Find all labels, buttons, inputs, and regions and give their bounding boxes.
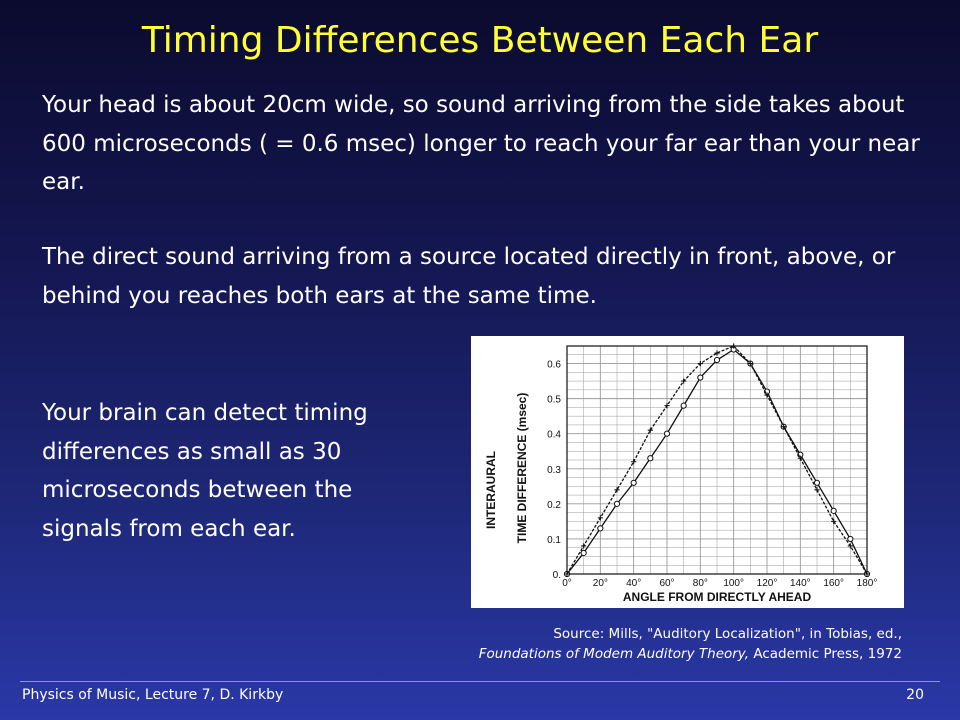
x-tick-label: 60°: [659, 578, 674, 589]
x-tick-label: 140°: [790, 578, 811, 589]
source-publisher: Academic Press, 1972: [749, 646, 902, 662]
source-line-1: Source: Mills, "Auditory Localization", …: [553, 626, 902, 642]
data-point-circle: [597, 525, 604, 532]
data-point-cross: [797, 455, 803, 461]
x-tick-label: 180°: [857, 578, 878, 589]
x-tick-label: 20°: [593, 578, 608, 589]
y-tick-label: 0.5: [547, 395, 561, 406]
data-point-circle: [847, 535, 854, 543]
y-axis-label-line1: INTERAURAL: [484, 451, 498, 529]
data-point-circle: [630, 479, 637, 486]
data-point-cross: [697, 360, 703, 367]
data-point-cross: [831, 518, 837, 524]
data-point-cross: [714, 350, 720, 356]
data-point-cross: [564, 571, 570, 577]
data-point-circle: [830, 507, 837, 514]
data-point-circle: [713, 356, 721, 364]
data-point-cross: [681, 378, 687, 384]
y-axis-label-line2: TIME DIFFERENCE (msec): [515, 393, 529, 544]
y-tick-label: 0.3: [547, 465, 561, 476]
data-point-cross: [597, 515, 603, 521]
data-point-circle: [697, 374, 704, 381]
data-point-circle: [663, 430, 671, 437]
x-tick-label: 80°: [693, 578, 708, 589]
data-point-cross: [814, 487, 820, 493]
data-point-circle: [813, 479, 821, 486]
paragraph-brain-detection: Your brain can detect timing differences…: [42, 400, 368, 542]
x-tick-label: 160°: [823, 578, 844, 589]
y-tick-label: 0.4: [547, 430, 561, 441]
data-point-cross: [764, 392, 770, 398]
data-point-cross: [631, 459, 637, 465]
data-point-cross: [847, 543, 853, 549]
x-tick-label: 120°: [757, 578, 778, 589]
footer-divider: [20, 681, 940, 682]
data-point-cross: [864, 571, 870, 577]
paragraph-direct-sound: The direct sound arriving from a source …: [42, 244, 896, 309]
x-tick-label: 100°: [723, 578, 744, 589]
footer-page-number: 20: [906, 687, 924, 703]
y-tick-label: 0.1: [547, 535, 561, 546]
y-tick-label: 0.: [553, 570, 561, 581]
data-point-cross: [747, 360, 753, 367]
source-book-title: Foundations of Modem Auditory Theory,: [478, 646, 750, 662]
x-axis-label: ANGLE FROM DIRECTLY AHEAD: [623, 590, 812, 604]
data-point-cross: [581, 543, 587, 549]
data-point-cross: [664, 403, 670, 409]
plot-frame: [566, 345, 868, 575]
x-tick-label: 0°: [562, 578, 572, 589]
y-tick-label: 0.2: [547, 500, 561, 511]
data-point-circle: [580, 549, 587, 557]
source-citation: Source: Mills, "Auditory Localization", …: [479, 624, 902, 664]
itd-chart: 0. 0.1 0.2 0.3 0.4 0.5 0.6 0° 20° 40° 60° 80° 100° 12…: [471, 336, 904, 608]
data-point-circle: [613, 500, 621, 507]
data-point-cross: [647, 427, 653, 433]
itd-chart-svg: 0. 0.1 0.2 0.3 0.4 0.5 0.6 0° 20° 40° 60° 80° 100° 12…: [484, 343, 878, 604]
data-point-cross: [731, 343, 737, 349]
y-tick-label: 0.6: [547, 360, 561, 371]
footer-course: Physics of Music, Lecture 7, D. Kirkby: [22, 687, 284, 703]
slide-title: Timing Differences Between Each Ear: [141, 20, 819, 61]
paragraph-head-width: Your head is about 20cm wide, so sound a…: [42, 92, 920, 195]
source-line-2: Foundations of Modem Auditory Theory, Ac…: [479, 644, 902, 664]
data-point-cross: [781, 424, 787, 430]
data-point-circle: [647, 455, 654, 462]
data-point-circle: [680, 402, 687, 409]
x-tick-label: 40°: [626, 578, 641, 589]
data-point-cross: [614, 487, 620, 493]
